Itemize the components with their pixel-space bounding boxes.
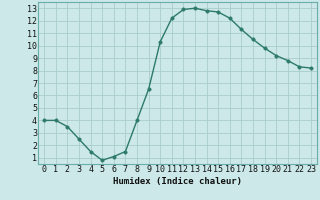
X-axis label: Humidex (Indice chaleur): Humidex (Indice chaleur) — [113, 177, 242, 186]
